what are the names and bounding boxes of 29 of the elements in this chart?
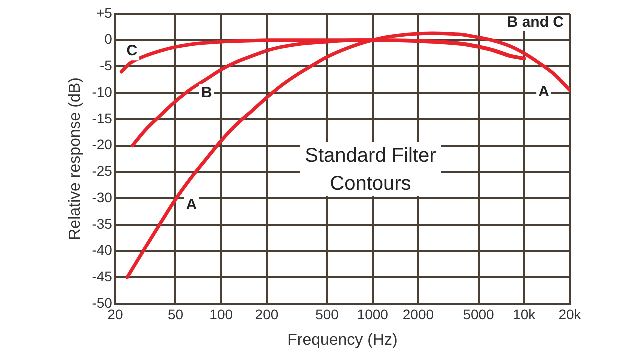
x-tick-label: 50 — [168, 306, 184, 322]
y-tick-label: -20 — [92, 136, 113, 153]
x-tick-label: 20k — [558, 306, 582, 322]
y-tick-label: -50 — [92, 294, 113, 311]
annotation: Standard Filter Contours — [305, 144, 437, 195]
y-tick-label: +5 — [96, 4, 113, 21]
x-tick-label: 100 — [210, 306, 234, 322]
text: A — [538, 84, 550, 101]
y-tick-label: -5 — [100, 58, 113, 74]
x-axis-title: Frequency (Hz) — [288, 332, 398, 349]
x-tick-label: 1000 — [357, 306, 389, 322]
y-tick-label: -35 — [92, 216, 113, 232]
y-tick-label: -45 — [92, 268, 113, 284]
annotation: B and C — [507, 14, 564, 32]
y-tick-label: -10 — [92, 84, 113, 100]
y-tick-label: -25 — [92, 163, 113, 180]
x-tick-label: 5000 — [463, 306, 495, 322]
y-tick-label: -15 — [92, 110, 113, 126]
y-tick-label: 0 — [104, 31, 113, 48]
x-tick-label: 200 — [255, 306, 279, 322]
y-tick-label: -30 — [92, 189, 113, 206]
y-axis-title: Relative response (dB) — [67, 78, 84, 240]
x-tick-label: 2000 — [402, 306, 434, 322]
series-label: C — [126, 42, 138, 60]
series-label: A — [186, 196, 198, 214]
y-tick-label: -40 — [92, 242, 113, 258]
series-label: B — [202, 84, 213, 102]
x-tick-label: 500 — [316, 306, 340, 322]
x-tick-label: 10k — [513, 306, 537, 322]
